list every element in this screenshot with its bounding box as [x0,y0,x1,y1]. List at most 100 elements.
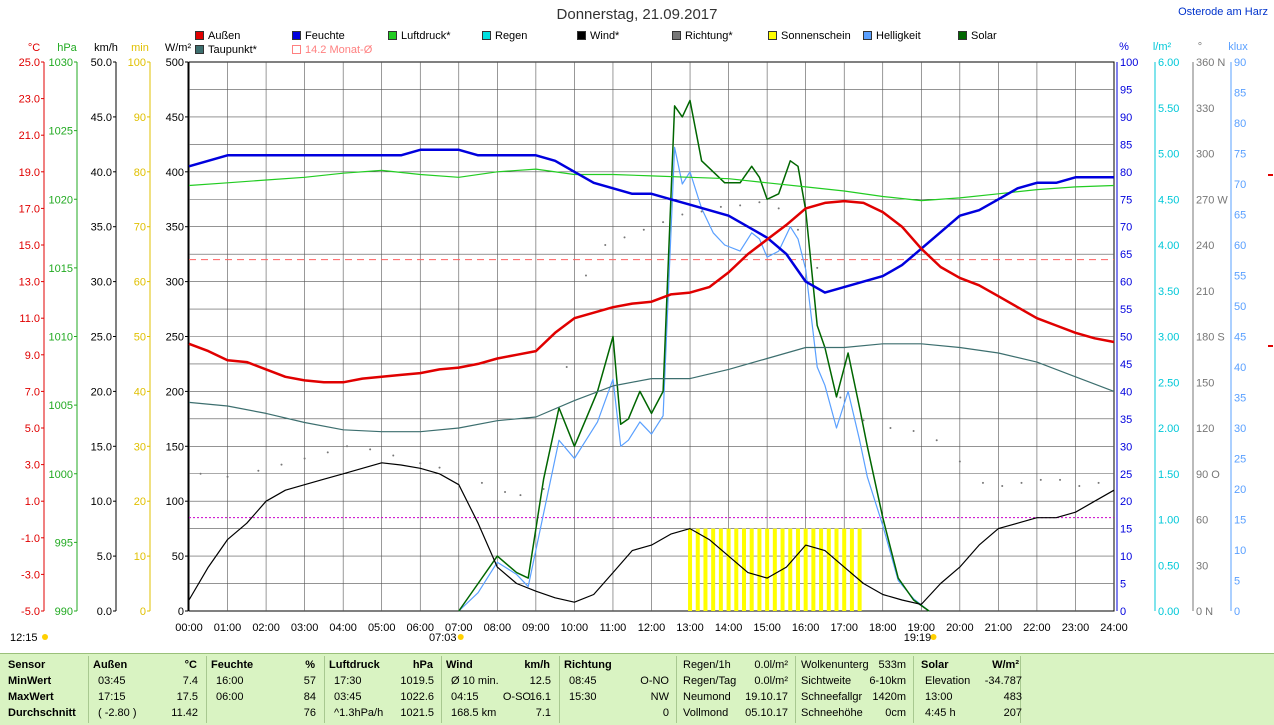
kmh-tick-label: 35.0 [91,222,112,234]
wm2-tick-label: 350 [166,222,184,234]
temp-tick-label: 21.0 [19,130,40,142]
legend-swatch [958,31,967,40]
pct-tick-label: 45 [1120,359,1132,371]
footer-divider [1020,656,1021,723]
klux-tick-label: 15 [1234,515,1246,527]
footer-wolken-value: 0cm [885,707,906,719]
lm2-tick-label: 2.00 [1158,423,1179,435]
klux-tick-label: 35 [1234,393,1246,405]
footer-wind-dir: O-SO [502,691,531,703]
temp-tick-label: 7.0 [25,386,40,398]
x-tick-label: 06:00 [406,622,434,634]
kmh-tick-label: 50.0 [91,57,112,69]
lm2-unit-label: l/m² [1153,41,1172,53]
klux-tick-label: 70 [1234,179,1246,191]
klux-tick-label: 55 [1234,271,1246,283]
temp-tick-label: 3.0 [25,460,40,472]
pct-unit-label: % [1119,41,1129,53]
x-tick-label: 19:00 [908,622,936,634]
sunshine-bar [819,528,824,611]
x-tick-label: 05:00 [368,622,396,634]
series-line-feuchte [188,148,1114,294]
direction-point [700,210,703,213]
direction-point [438,466,441,469]
footer-wind-time: 168.5 km [451,707,497,719]
legend-item: Helligkeit [863,30,921,42]
footer-regen-value: 0.0l/m² [754,675,788,687]
klux-tick-label: 90 [1234,57,1246,69]
footer-divider [676,656,677,723]
footer-wind-time: 04:15 [451,691,479,703]
temp-tick-label: 1.0 [25,496,40,508]
direction-point [519,494,522,497]
direction-point [1059,478,1062,481]
legend-label: Feuchte [305,30,345,42]
direction-point [912,430,915,433]
pct-tick-label: 80 [1120,167,1132,179]
x-tick-label: 20:00 [946,622,974,634]
footer-luftdruck-time: 03:45 [334,691,362,703]
sunshine-bar [849,528,854,611]
direction-point [719,205,722,208]
klux-tick-label: 20 [1234,484,1246,496]
min-tick-label: 50 [134,332,146,344]
wm2-tick-label: 450 [166,112,184,124]
direction-point [419,462,422,465]
time-left-label: 12:15 [10,632,38,644]
x-tick-label: 14:00 [715,622,743,634]
min-tick-label: 30 [134,441,146,453]
x-tick-label: 02:00 [252,622,280,634]
footer-divider [324,656,325,723]
footer-divider [795,656,796,723]
legend-swatch [577,31,586,40]
direction-point [662,221,665,224]
kmh-tick-label: 45.0 [91,112,112,124]
klux-tick-label: 45 [1234,332,1246,344]
deg-tick-label: 90 O [1196,469,1220,481]
klux-tick-label: 75 [1234,149,1246,161]
legend-item: Solar [958,30,997,42]
hpa-unit-label: hPa [57,42,77,54]
lm2-tick-label: 3.00 [1158,332,1179,344]
stats-footer: Sensor MinWert MaxWert Durchschnitt Außen °C 0… [0,653,1274,725]
footer-solar-header: Solar [921,659,949,671]
footer-solar-value: 483 [1003,691,1022,703]
x-tick-label: 24:00 [1100,622,1128,634]
footer-luftdruck-value: 1019.5 [400,675,434,687]
legend: Außen Feuchte Luftdruck* Regen Wind* Richtung… [195,30,1075,60]
deg-tick-label: 270 W [1196,194,1228,206]
footer-regen-value: 0.0l/m² [754,659,788,671]
footer-feuchte-time: 06:00 [216,691,244,703]
sunshine-bar [795,528,800,611]
hpa-tick-label: 995 [55,537,73,549]
legend-swatch [482,31,491,40]
footer-regen-label: Regen/Tag [683,675,737,687]
lm2-tick-label: 0.00 [1158,606,1179,618]
deg-tick-label: 120 [1196,423,1214,435]
direction-point [681,213,684,216]
wm2-tick-label: 300 [166,277,184,289]
hpa-tick-label: 1010 [49,332,73,344]
footer-solar-unit: W/m² [992,659,1019,671]
legend-swatch [388,31,397,40]
sunrise-label: 07:03 [429,632,457,644]
klux-tick-label: 40 [1234,362,1246,374]
time-left-marker [42,634,48,640]
direction-point [457,472,460,475]
lm2-tick-label: 5.50 [1158,103,1179,115]
direction-point [777,207,780,210]
lm2-tick-label: 0.50 [1158,560,1179,572]
footer-solar-value: -34.787 [984,675,1022,687]
x-tick-label: 21:00 [985,622,1013,634]
footer-wind-header: Wind [446,659,473,671]
sunshine-bar [857,528,862,611]
location-label: Osterode am Harz [1178,6,1268,18]
sunset-label: 19:19 [904,632,932,644]
sunrise-marker [457,634,464,640]
weather-chart: 00:00 01:00 02:00 03:00 04:00 05:00 06:00 07:00… [10,41,1273,644]
min-unit-label: min [131,42,149,54]
footer-sensor-header: Sensor [8,659,46,671]
pct-tick-label: 5 [1120,579,1126,591]
footer-aussen-unit: °C [184,659,197,671]
direction-point [392,454,395,457]
